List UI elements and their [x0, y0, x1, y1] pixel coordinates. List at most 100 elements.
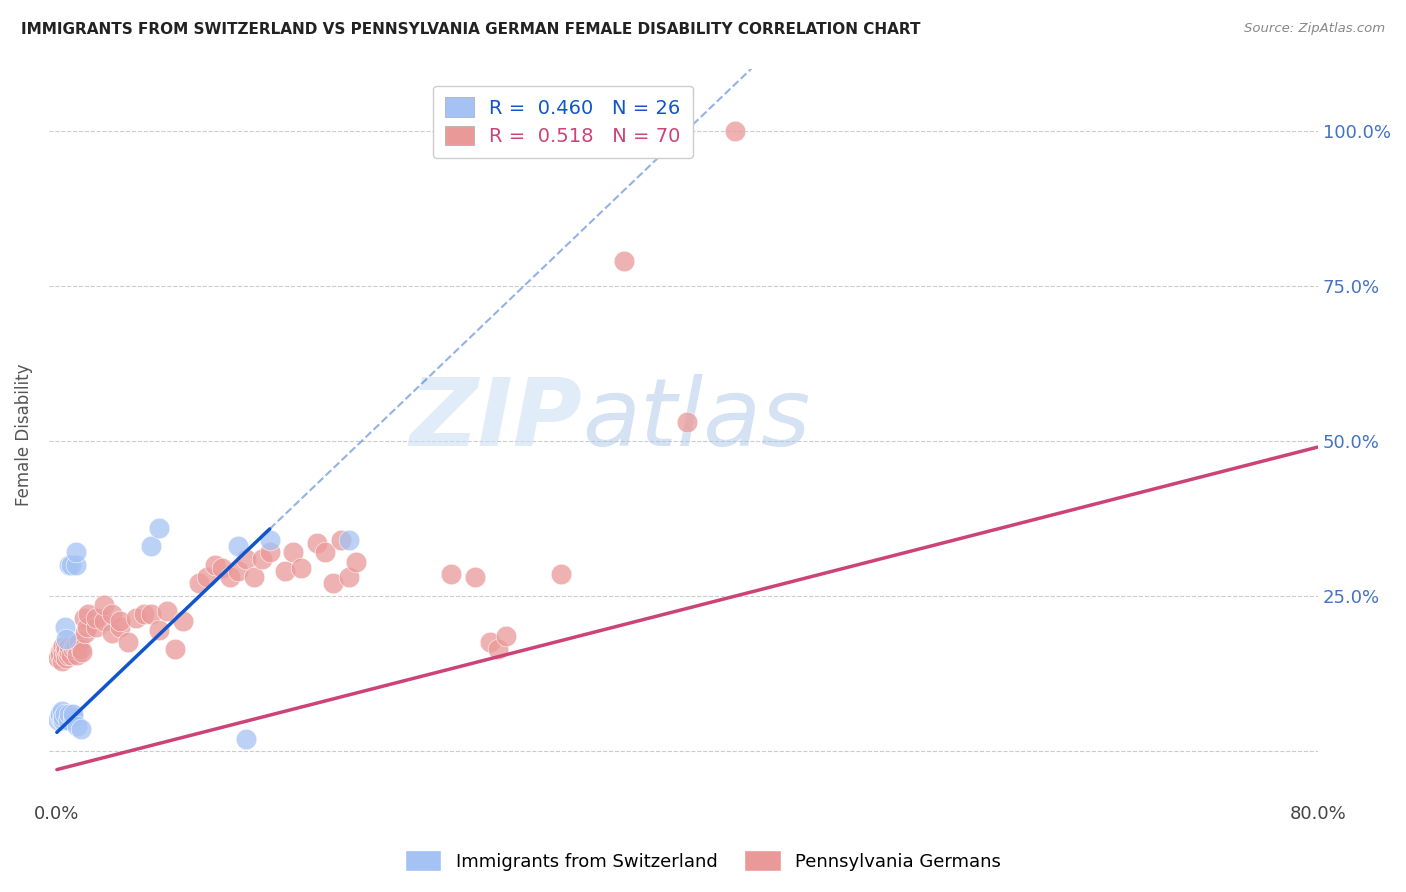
Point — [344, 555, 367, 569]
Text: ZIP: ZIP — [409, 374, 582, 466]
Point — [65, 545, 87, 559]
Point — [73, 610, 96, 624]
Point — [235, 551, 257, 566]
Point — [53, 706, 76, 721]
Point — [211, 561, 233, 575]
Point — [48, 651, 70, 665]
Point — [58, 558, 80, 572]
Point — [479, 635, 502, 649]
Point — [495, 629, 517, 643]
Point — [148, 623, 170, 637]
Point — [51, 654, 73, 668]
Y-axis label: Female Disability: Female Disability — [15, 363, 32, 506]
Point — [52, 648, 75, 662]
Point — [66, 719, 89, 733]
Point — [53, 620, 76, 634]
Point — [53, 639, 76, 653]
Point — [125, 610, 148, 624]
Point — [165, 641, 187, 656]
Point — [314, 545, 336, 559]
Point — [77, 607, 100, 622]
Point — [235, 731, 257, 746]
Point — [52, 710, 75, 724]
Point — [101, 626, 124, 640]
Point — [259, 533, 281, 547]
Point — [60, 648, 83, 662]
Point — [195, 570, 218, 584]
Point — [108, 614, 131, 628]
Point — [58, 639, 80, 653]
Point — [329, 533, 352, 547]
Point — [55, 632, 77, 647]
Point — [172, 614, 194, 628]
Point — [148, 521, 170, 535]
Point — [55, 641, 77, 656]
Point — [187, 576, 209, 591]
Point — [226, 539, 249, 553]
Point — [84, 610, 107, 624]
Point — [93, 614, 115, 628]
Point — [486, 641, 509, 656]
Point — [52, 713, 75, 727]
Point — [132, 607, 155, 622]
Point — [62, 710, 84, 724]
Point — [62, 641, 84, 656]
Point — [58, 645, 80, 659]
Point — [58, 706, 80, 721]
Point — [69, 723, 91, 737]
Point — [49, 648, 72, 662]
Text: Source: ZipAtlas.com: Source: ZipAtlas.com — [1244, 22, 1385, 36]
Legend: Immigrants from Switzerland, Pennsylvania Germans: Immigrants from Switzerland, Pennsylvani… — [398, 843, 1008, 879]
Point — [51, 704, 73, 718]
Point — [141, 539, 163, 553]
Point — [290, 561, 312, 575]
Point — [243, 570, 266, 584]
Point — [204, 558, 226, 572]
Point — [60, 558, 83, 572]
Point — [52, 639, 75, 653]
Point — [49, 710, 72, 724]
Point — [283, 545, 305, 559]
Point — [613, 253, 636, 268]
Point — [84, 620, 107, 634]
Point — [337, 570, 360, 584]
Point — [65, 558, 87, 572]
Point — [464, 570, 486, 584]
Point — [63, 639, 86, 653]
Point — [676, 415, 699, 429]
Point — [69, 641, 91, 656]
Point — [62, 706, 84, 721]
Point — [156, 604, 179, 618]
Point — [65, 639, 87, 653]
Point — [67, 635, 90, 649]
Point — [219, 570, 242, 584]
Point — [75, 626, 97, 640]
Point — [724, 123, 747, 137]
Point — [53, 645, 76, 659]
Point — [322, 576, 344, 591]
Point — [51, 641, 73, 656]
Point — [93, 598, 115, 612]
Point — [550, 567, 572, 582]
Point — [49, 706, 72, 721]
Point — [108, 620, 131, 634]
Point — [305, 536, 328, 550]
Text: atlas: atlas — [582, 375, 810, 466]
Point — [337, 533, 360, 547]
Point — [141, 607, 163, 622]
Legend: R =  0.460   N = 26, R =  0.518   N = 70: R = 0.460 N = 26, R = 0.518 N = 70 — [433, 86, 693, 158]
Point — [70, 645, 93, 659]
Point — [226, 564, 249, 578]
Point — [76, 620, 98, 634]
Point — [117, 635, 139, 649]
Point — [49, 645, 72, 659]
Point — [56, 713, 79, 727]
Point — [51, 713, 73, 727]
Point — [48, 713, 70, 727]
Point — [101, 607, 124, 622]
Point — [55, 651, 77, 665]
Point — [56, 648, 79, 662]
Point — [250, 551, 273, 566]
Point — [259, 545, 281, 559]
Point — [274, 564, 297, 578]
